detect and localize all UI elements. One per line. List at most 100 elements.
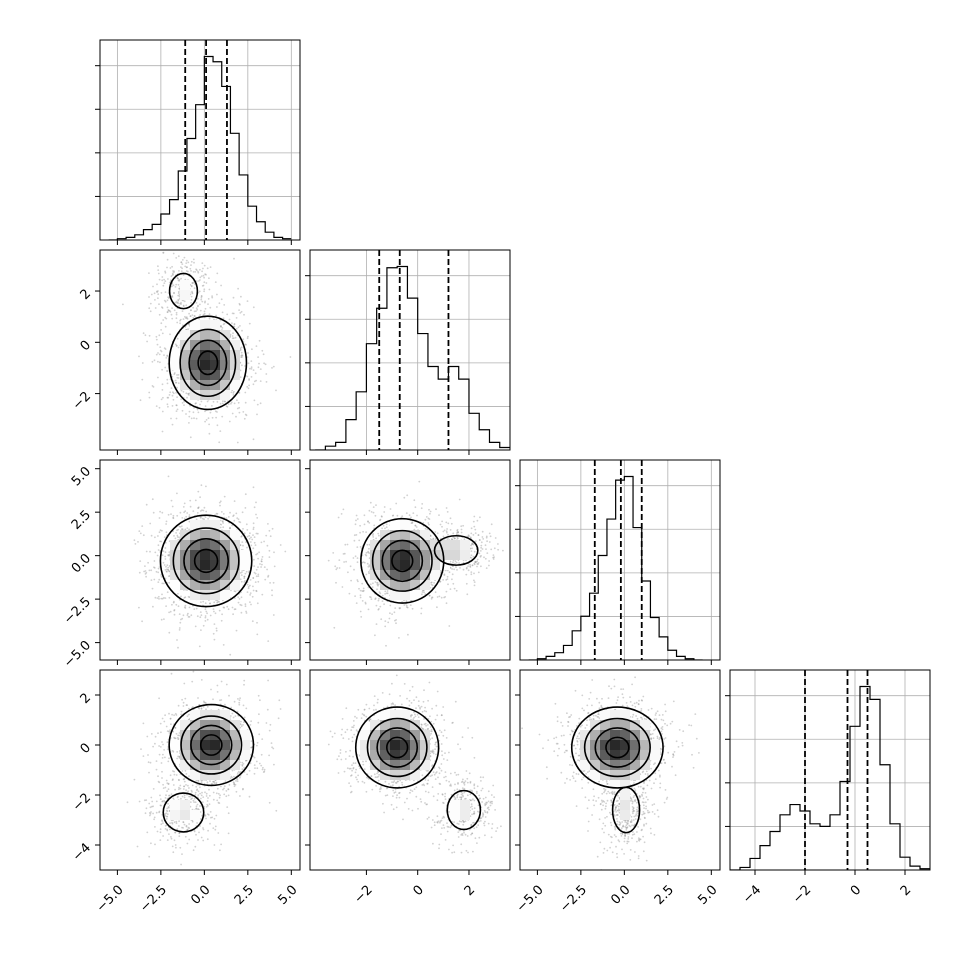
density-2-3-point	[451, 538, 453, 541]
density-1-3-point	[258, 551, 260, 554]
density-2-3-point	[441, 520, 443, 523]
density-1-2-point	[175, 381, 178, 384]
density-1-2-cell	[210, 320, 220, 330]
density-1-2-point	[191, 282, 194, 285]
density-1-2-cell	[210, 330, 220, 340]
density-1-2-point	[239, 312, 242, 314]
density-2-3-point	[368, 570, 370, 573]
density-1-2-point	[263, 362, 265, 365]
density-1-3-cell	[240, 560, 250, 570]
density-1-3-point	[157, 571, 160, 574]
density-1-2-point	[257, 356, 259, 358]
density-2-3-point	[392, 514, 395, 517]
density-1-3-point	[221, 520, 224, 523]
density-2-3-cell	[440, 540, 450, 550]
density-2-3-point	[485, 536, 488, 539]
density-2-3-content	[327, 480, 504, 647]
density-1-3-cell	[220, 550, 230, 560]
density-2-3-point	[441, 525, 443, 528]
density-2-3-cell	[380, 530, 390, 540]
density-2-3-point	[430, 581, 432, 584]
density-1-2-point	[233, 257, 235, 260]
density-2-3-point	[480, 565, 482, 568]
density-1-3-point	[244, 507, 247, 509]
density-2-3-point	[359, 589, 362, 592]
density-1-2-point	[173, 271, 175, 274]
density-1-3-point	[240, 604, 243, 607]
density-1-3-point	[257, 557, 259, 560]
density-1-3-point	[204, 602, 207, 605]
density-2-3-point	[428, 508, 430, 511]
density-2-3-point	[428, 518, 431, 520]
density-1-2-point	[236, 399, 238, 402]
density-1-3-cell	[230, 550, 240, 560]
density-1-3-point	[145, 571, 148, 574]
density-2-3-point	[420, 607, 423, 610]
density-1-3-point	[243, 575, 246, 578]
density-1-2-point	[160, 292, 163, 294]
density-1-2-point	[160, 398, 163, 401]
density-2-3-point	[467, 569, 470, 572]
density-1-2-point	[228, 420, 231, 423]
density-2-3-cell	[410, 550, 420, 560]
density-2-3-point	[340, 513, 343, 515]
density-2-3-point	[477, 562, 480, 564]
density-2-3-point	[455, 561, 458, 564]
density-1-3-point	[212, 608, 215, 610]
hist-4-steps	[730, 685, 930, 870]
density-1-2-point	[177, 279, 180, 282]
density-1-3-point	[167, 568, 169, 571]
density-1-2-point	[154, 299, 156, 301]
density-1-2-point	[181, 310, 184, 312]
density-1-2-cell	[210, 380, 220, 390]
density-2-3-point	[406, 494, 409, 497]
density-1-3-point	[197, 507, 200, 509]
density-1-3-cell	[190, 570, 200, 580]
density-1-2-point	[151, 385, 154, 387]
density-1-2-point	[219, 430, 222, 432]
density-1-4-point	[220, 843, 222, 846]
density-1-2-point	[209, 411, 212, 414]
density-1-3-point	[149, 550, 151, 553]
density-1-2-point	[162, 319, 165, 321]
density-1-3-point	[257, 566, 259, 568]
density-2-3-cell	[460, 540, 470, 550]
density-1-2-cell	[180, 370, 190, 380]
density-1-2-point	[254, 372, 257, 375]
density-2-3-point	[368, 552, 371, 554]
density-1-2-point	[162, 284, 165, 287]
density-1-3-point	[192, 510, 195, 512]
density-1-2-point	[214, 281, 217, 283]
density-1-3-point	[242, 544, 244, 547]
density-1-3-point	[271, 594, 273, 597]
density-1-2-point	[177, 374, 180, 376]
density-1-3-point	[264, 578, 267, 581]
density-1-2-point	[253, 399, 256, 402]
density-2-3-point	[360, 616, 363, 618]
density-1-2-point	[238, 406, 241, 409]
density-2-3-point	[365, 573, 368, 576]
density-1-3-point	[260, 560, 263, 563]
density-1-3-point	[172, 601, 175, 604]
density-2-3-point	[336, 567, 339, 569]
density-2-3-point	[395, 622, 397, 625]
density-2-3-point	[452, 565, 454, 568]
density-1-3-point	[181, 517, 184, 519]
density-1-2-point	[191, 314, 194, 316]
density-1-3-point	[252, 577, 255, 579]
density-1-2-point	[141, 362, 144, 364]
density-1-3-point	[196, 615, 199, 618]
density-1-2-point	[248, 384, 251, 387]
density-1-3-point	[237, 601, 240, 604]
density-1-2-point	[195, 417, 198, 420]
density-2-3-point	[386, 592, 389, 595]
density-1-2-point	[177, 290, 180, 293]
density-1-2-point	[200, 400, 203, 403]
hist-panel-4	[725, 669, 931, 875]
density-1-2-point	[180, 270, 183, 273]
density-2-3-point	[456, 531, 458, 534]
density-2-3-cell	[400, 520, 410, 530]
density-2-3-point	[407, 633, 409, 636]
density-1-3-point	[139, 560, 142, 562]
density-1-2-point	[191, 290, 193, 293]
